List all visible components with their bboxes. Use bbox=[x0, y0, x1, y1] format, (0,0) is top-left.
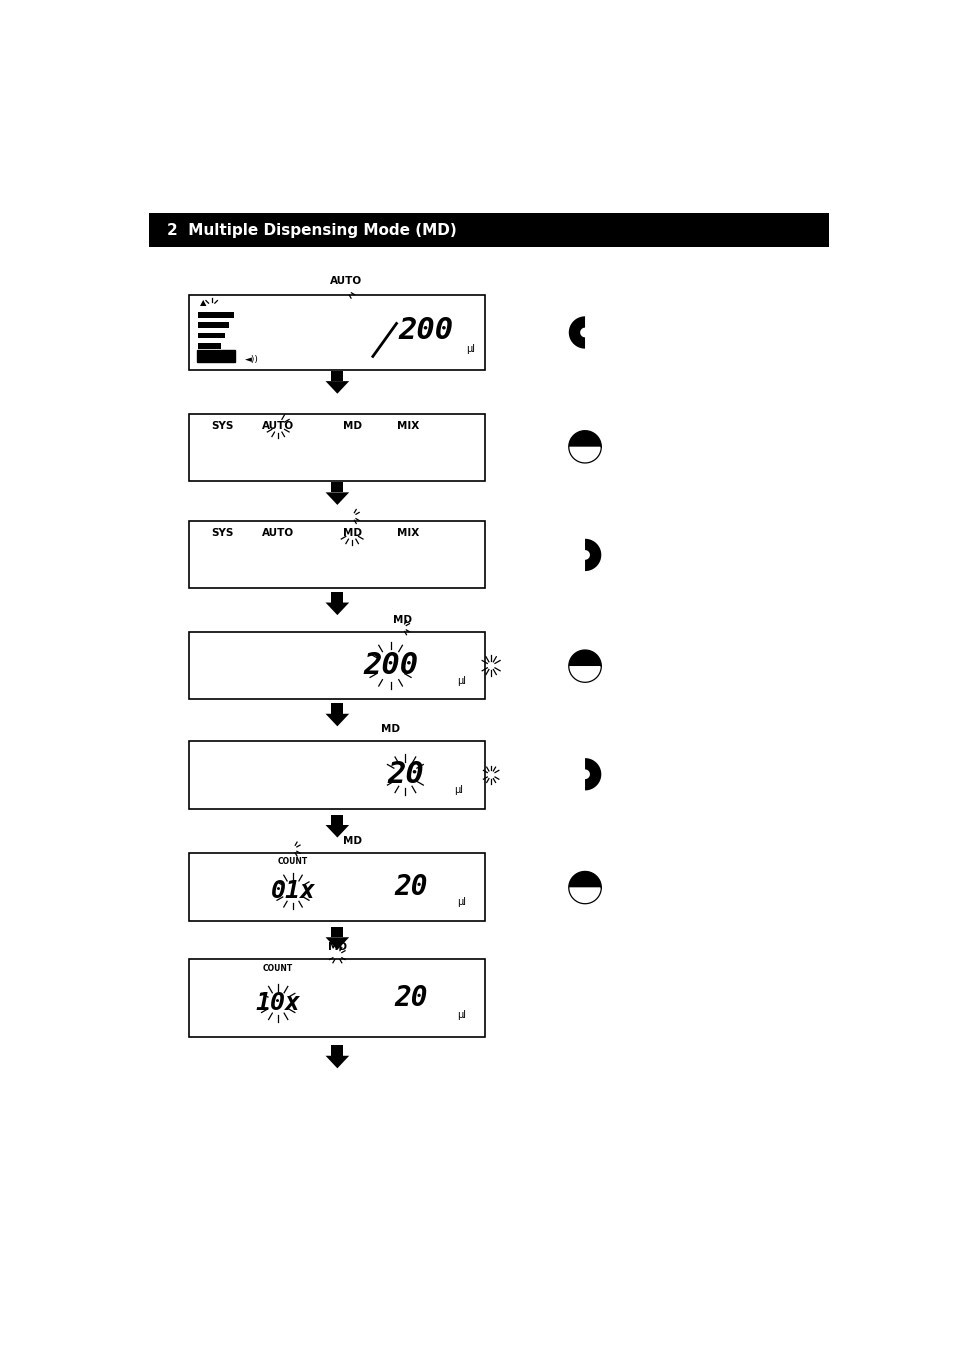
Polygon shape bbox=[325, 825, 349, 837]
Text: AUTO: AUTO bbox=[262, 528, 294, 537]
Polygon shape bbox=[325, 493, 349, 505]
Polygon shape bbox=[584, 759, 600, 791]
Polygon shape bbox=[584, 539, 600, 571]
Text: AUTO: AUTO bbox=[262, 421, 294, 431]
Polygon shape bbox=[331, 927, 343, 937]
FancyBboxPatch shape bbox=[190, 960, 485, 1037]
FancyBboxPatch shape bbox=[190, 741, 485, 809]
Text: 20: 20 bbox=[395, 873, 428, 900]
FancyBboxPatch shape bbox=[149, 213, 828, 247]
Text: MIX: MIX bbox=[396, 528, 419, 537]
Text: MD: MD bbox=[342, 528, 361, 537]
Polygon shape bbox=[331, 814, 343, 825]
FancyBboxPatch shape bbox=[190, 296, 485, 370]
Text: 2  Multiple Dispensing Mode (MD): 2 Multiple Dispensing Mode (MD) bbox=[167, 223, 456, 238]
Text: SYS: SYS bbox=[211, 528, 233, 537]
FancyBboxPatch shape bbox=[190, 632, 485, 699]
FancyBboxPatch shape bbox=[190, 413, 485, 481]
Polygon shape bbox=[568, 447, 600, 463]
Polygon shape bbox=[325, 602, 349, 616]
Polygon shape bbox=[325, 714, 349, 726]
Text: COUNT: COUNT bbox=[263, 964, 293, 973]
Text: MD: MD bbox=[342, 421, 361, 431]
Text: 200: 200 bbox=[363, 651, 417, 680]
FancyBboxPatch shape bbox=[190, 853, 485, 921]
Polygon shape bbox=[331, 1045, 343, 1056]
FancyBboxPatch shape bbox=[196, 350, 235, 362]
Polygon shape bbox=[331, 703, 343, 714]
Polygon shape bbox=[568, 666, 600, 682]
Text: 20: 20 bbox=[395, 984, 428, 1012]
Text: 200: 200 bbox=[398, 316, 454, 346]
Polygon shape bbox=[325, 937, 349, 950]
Text: AUTO: AUTO bbox=[330, 275, 362, 286]
Polygon shape bbox=[568, 887, 600, 903]
Text: MIX: MIX bbox=[396, 421, 419, 431]
Polygon shape bbox=[568, 649, 600, 666]
FancyBboxPatch shape bbox=[190, 521, 485, 589]
Polygon shape bbox=[568, 316, 584, 348]
Polygon shape bbox=[331, 371, 343, 381]
FancyBboxPatch shape bbox=[198, 332, 225, 339]
Polygon shape bbox=[331, 593, 343, 602]
Text: 10x: 10x bbox=[255, 991, 300, 1015]
Text: μl: μl bbox=[454, 784, 462, 795]
Text: MD: MD bbox=[393, 614, 412, 625]
Text: μl: μl bbox=[456, 896, 466, 907]
Text: μl: μl bbox=[456, 675, 466, 686]
Text: ▲: ▲ bbox=[199, 298, 206, 306]
Text: 01x: 01x bbox=[271, 879, 315, 903]
Polygon shape bbox=[331, 482, 343, 493]
FancyBboxPatch shape bbox=[198, 343, 220, 348]
Text: SYS: SYS bbox=[211, 421, 233, 431]
Text: μl: μl bbox=[456, 1010, 466, 1021]
Polygon shape bbox=[325, 381, 349, 394]
Polygon shape bbox=[325, 1056, 349, 1068]
Text: MD: MD bbox=[328, 942, 347, 952]
Text: μl: μl bbox=[465, 344, 475, 354]
Text: MD: MD bbox=[342, 836, 361, 846]
Polygon shape bbox=[568, 871, 600, 887]
FancyBboxPatch shape bbox=[198, 323, 229, 328]
Text: MD: MD bbox=[380, 724, 399, 734]
Polygon shape bbox=[568, 431, 600, 447]
FancyBboxPatch shape bbox=[198, 312, 233, 317]
Text: COUNT: COUNT bbox=[277, 857, 308, 865]
Text: ◄)): ◄)) bbox=[245, 355, 259, 364]
Text: 20: 20 bbox=[387, 760, 423, 790]
